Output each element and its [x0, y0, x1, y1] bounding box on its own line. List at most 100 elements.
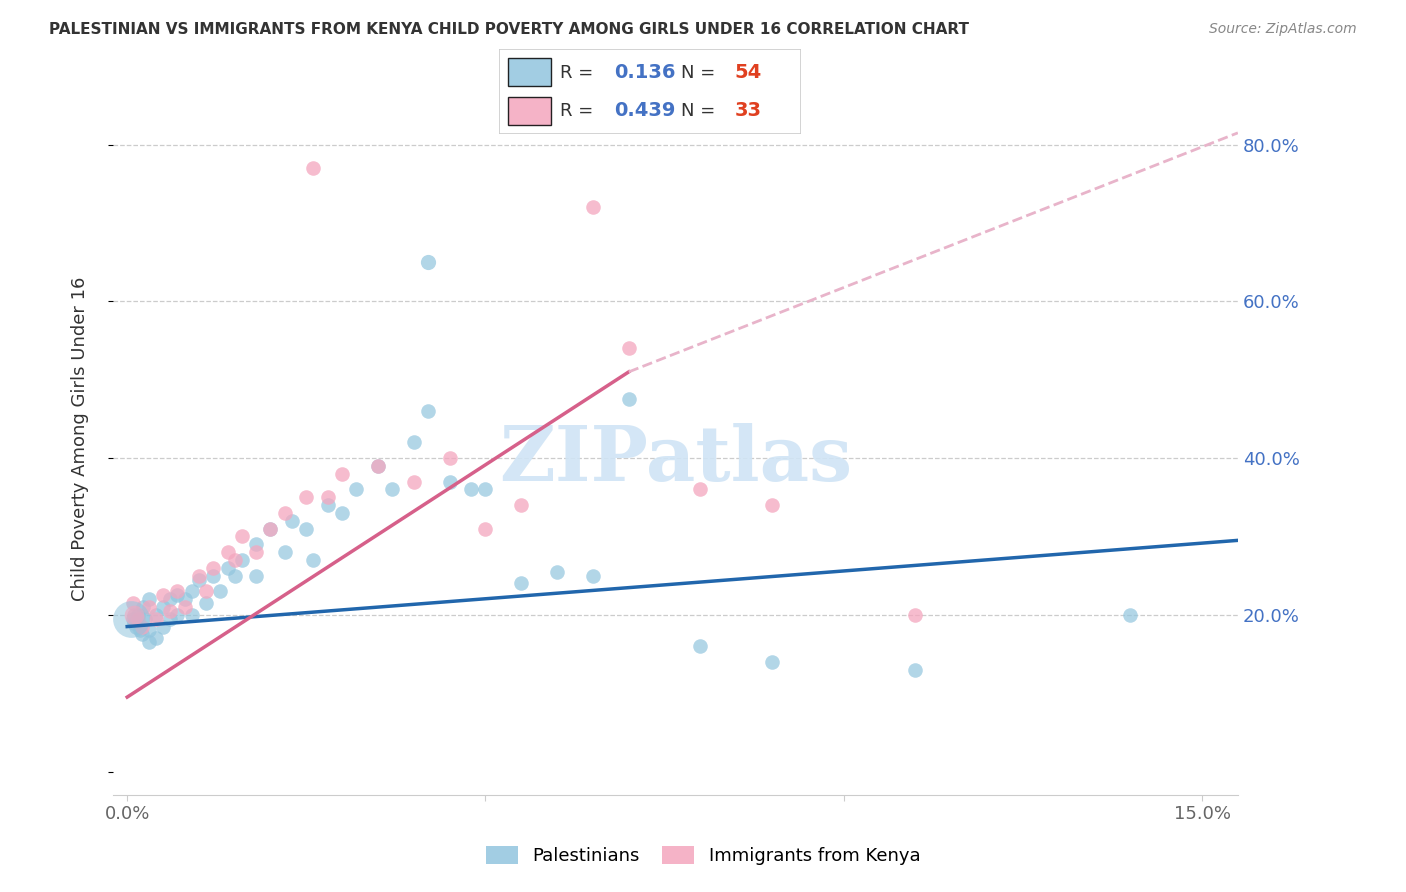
- Point: [1119, 607, 1142, 622]
- FancyBboxPatch shape: [508, 58, 551, 87]
- Point: [145, 607, 167, 622]
- Point: [124, 607, 146, 622]
- Point: [134, 612, 156, 626]
- Point: [439, 451, 461, 466]
- Point: [617, 392, 640, 407]
- Point: [474, 522, 496, 536]
- Point: [131, 619, 153, 633]
- Text: ZIPatlas: ZIPatlas: [499, 423, 852, 497]
- Point: [202, 561, 225, 575]
- Text: 0.136: 0.136: [614, 63, 675, 82]
- Point: [330, 506, 353, 520]
- Point: [546, 565, 568, 579]
- Point: [166, 584, 188, 599]
- Point: [231, 529, 253, 543]
- Point: [274, 506, 297, 520]
- Point: [510, 576, 533, 591]
- Point: [173, 599, 195, 614]
- Point: [180, 584, 202, 599]
- Point: [402, 435, 425, 450]
- Point: [231, 553, 253, 567]
- Point: [145, 632, 167, 646]
- Point: [120, 612, 142, 626]
- Point: [127, 607, 149, 622]
- Point: [418, 255, 440, 269]
- Text: Source: ZipAtlas.com: Source: ZipAtlas.com: [1209, 22, 1357, 37]
- Point: [474, 483, 496, 497]
- Point: [302, 161, 325, 175]
- Point: [173, 592, 195, 607]
- Point: [245, 568, 267, 582]
- Point: [152, 619, 174, 633]
- Point: [224, 568, 246, 582]
- FancyBboxPatch shape: [499, 49, 801, 134]
- Point: [316, 498, 339, 512]
- Point: [761, 498, 783, 512]
- Point: [245, 537, 267, 551]
- Point: [124, 615, 146, 630]
- Text: N =: N =: [681, 102, 720, 120]
- Point: [187, 568, 209, 582]
- Point: [180, 607, 202, 622]
- Point: [127, 612, 149, 626]
- Point: [402, 475, 425, 489]
- Point: [689, 483, 711, 497]
- Point: [281, 514, 304, 528]
- Point: [259, 522, 281, 536]
- Point: [259, 522, 281, 536]
- Point: [138, 624, 160, 638]
- Legend: Palestinians, Immigrants from Kenya: Palestinians, Immigrants from Kenya: [478, 838, 928, 872]
- Point: [125, 619, 148, 633]
- Point: [187, 573, 209, 587]
- Point: [418, 404, 440, 418]
- Point: [159, 612, 181, 626]
- Point: [217, 545, 239, 559]
- Point: [302, 553, 325, 567]
- Point: [582, 568, 605, 582]
- Point: [904, 607, 927, 622]
- Point: [145, 612, 167, 626]
- Text: N =: N =: [681, 64, 720, 82]
- Point: [460, 483, 482, 497]
- Point: [295, 490, 318, 504]
- Text: R =: R =: [560, 102, 599, 120]
- Point: [367, 458, 389, 473]
- Point: [316, 490, 339, 504]
- Point: [295, 522, 318, 536]
- Point: [138, 599, 160, 614]
- Text: R =: R =: [560, 64, 599, 82]
- Point: [152, 599, 174, 614]
- Point: [131, 627, 153, 641]
- Text: PALESTINIAN VS IMMIGRANTS FROM KENYA CHILD POVERTY AMONG GIRLS UNDER 16 CORRELAT: PALESTINIAN VS IMMIGRANTS FROM KENYA CHI…: [49, 22, 969, 37]
- Point: [122, 596, 145, 610]
- Text: 54: 54: [735, 63, 762, 82]
- Point: [202, 568, 225, 582]
- Y-axis label: Child Poverty Among Girls Under 16: Child Poverty Among Girls Under 16: [72, 277, 89, 600]
- FancyBboxPatch shape: [508, 97, 551, 126]
- Point: [274, 545, 297, 559]
- Point: [132, 599, 155, 614]
- Point: [761, 655, 783, 669]
- Point: [195, 596, 218, 610]
- Point: [617, 342, 640, 356]
- Point: [209, 584, 232, 599]
- Point: [381, 483, 404, 497]
- Point: [217, 561, 239, 575]
- Point: [195, 584, 218, 599]
- Point: [689, 639, 711, 653]
- Point: [138, 592, 160, 607]
- Text: 0.439: 0.439: [614, 102, 675, 120]
- Point: [122, 612, 145, 626]
- Point: [166, 588, 188, 602]
- Text: 33: 33: [735, 102, 762, 120]
- Point: [159, 604, 181, 618]
- Point: [904, 663, 927, 677]
- Point: [582, 200, 605, 214]
- Point: [124, 607, 146, 622]
- Point: [159, 592, 181, 607]
- Point: [138, 635, 160, 649]
- Point: [245, 545, 267, 559]
- Point: [510, 498, 533, 512]
- Point: [439, 475, 461, 489]
- Point: [224, 553, 246, 567]
